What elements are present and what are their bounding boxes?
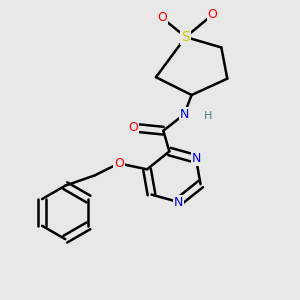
Text: O: O	[157, 11, 167, 24]
Text: N: N	[173, 196, 183, 208]
Text: H: H	[204, 111, 212, 121]
Text: O: O	[129, 121, 139, 134]
Text: N: N	[191, 152, 201, 165]
Text: N: N	[179, 108, 189, 121]
Text: S: S	[181, 30, 190, 44]
Text: O: O	[114, 157, 124, 170]
Text: O: O	[208, 8, 218, 21]
